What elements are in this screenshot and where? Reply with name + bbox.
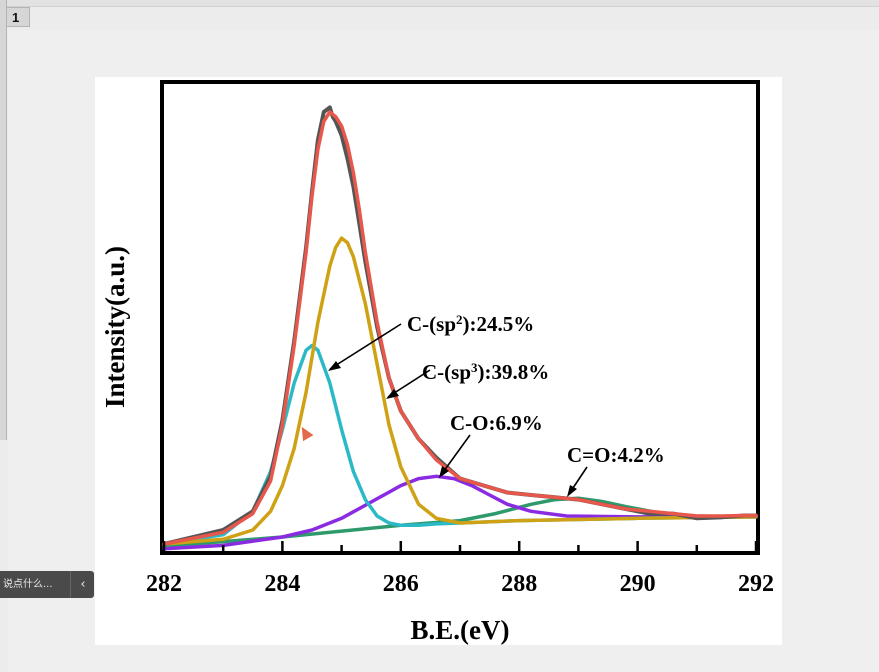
curve-group: [162, 105, 758, 551]
y-axis-title: Intensity(a.u.): [100, 246, 130, 408]
label-co: C-O:6.9%: [450, 411, 543, 435]
arrow-cdo-head: [567, 485, 577, 497]
arrow-co-head: [439, 466, 449, 478]
series-line-sp3: [162, 236, 758, 546]
label-sp2-suffix: ):24.5%: [463, 312, 535, 336]
xps-figure: 282 284 286 288 290 292 B.E.(eV) Intensity(a.…: [95, 77, 782, 645]
plot-frame: [160, 80, 760, 555]
x-tick-label: 290: [620, 571, 656, 597]
slide-number-badge[interactable]: 1: [6, 7, 30, 27]
x-tick-label: 284: [264, 571, 300, 597]
x-tick-marks: [162, 541, 758, 551]
label-sp2-sup: 2: [456, 312, 463, 327]
label-sp3-sup: 3: [471, 360, 478, 375]
comment-bar[interactable]: 说点什么... ‹: [0, 571, 94, 598]
arrow-sp2-head: [328, 361, 341, 371]
label-cdo: C=O:4.2%: [567, 443, 665, 467]
label-sp2-prefix: C-(sp: [407, 312, 456, 336]
x-tick-label: 286: [383, 571, 419, 597]
chevron-left-icon[interactable]: ‹: [70, 571, 95, 598]
x-tick-label: 292: [738, 571, 774, 597]
x-axis-title: B.E.(eV): [411, 615, 510, 645]
x-tick-labels: 282 284 286 288 290 292: [146, 571, 774, 597]
label-sp3-prefix: C-(sp: [422, 360, 471, 384]
comment-input-placeholder[interactable]: 说点什么...: [3, 579, 53, 590]
label-sp3: C-(sp3):39.8%: [422, 360, 549, 385]
arrow-sp2: [329, 323, 402, 370]
xps-c1s-chart: 282 284 286 288 290 292 B.E.(eV) Intensity(a.…: [100, 80, 774, 645]
slide-panel-edge: [0, 0, 7, 440]
x-tick-label: 288: [501, 571, 537, 597]
label-sp3-suffix: ):39.8%: [478, 360, 550, 384]
arrow-co: [440, 434, 471, 476]
series-line-fit: [162, 110, 758, 546]
label-sp2: C-(sp2):24.5%: [407, 312, 534, 337]
x-tick-label: 282: [146, 571, 182, 597]
arrow-sp3-head: [386, 389, 399, 399]
series-line-co: [162, 474, 758, 551]
top-toolbar-strip: [0, 0, 879, 7]
